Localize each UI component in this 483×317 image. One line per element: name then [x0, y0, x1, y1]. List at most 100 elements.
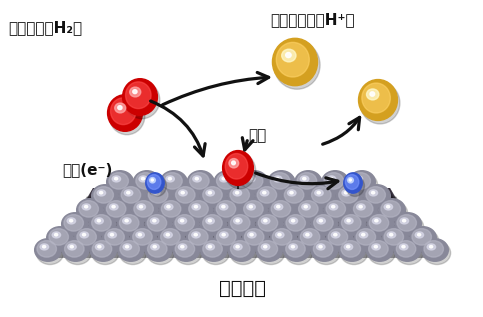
Ellipse shape: [133, 90, 137, 94]
Ellipse shape: [243, 173, 263, 189]
Polygon shape: [50, 239, 433, 249]
Ellipse shape: [326, 201, 353, 224]
Ellipse shape: [367, 239, 393, 261]
Ellipse shape: [327, 176, 336, 182]
Ellipse shape: [244, 229, 264, 245]
Ellipse shape: [394, 239, 421, 261]
Ellipse shape: [350, 173, 378, 197]
Ellipse shape: [397, 241, 416, 257]
Ellipse shape: [132, 230, 159, 253]
Ellipse shape: [43, 245, 46, 248]
Ellipse shape: [230, 242, 257, 265]
Ellipse shape: [396, 242, 423, 265]
Ellipse shape: [270, 173, 297, 197]
Ellipse shape: [272, 38, 317, 86]
Ellipse shape: [272, 230, 299, 253]
Ellipse shape: [304, 205, 307, 208]
Ellipse shape: [99, 191, 103, 194]
Ellipse shape: [347, 219, 350, 222]
Ellipse shape: [412, 230, 439, 253]
Ellipse shape: [64, 242, 91, 265]
Ellipse shape: [356, 204, 365, 210]
Ellipse shape: [367, 89, 379, 100]
Ellipse shape: [91, 216, 118, 239]
Ellipse shape: [134, 201, 154, 217]
Ellipse shape: [225, 153, 248, 179]
Ellipse shape: [232, 161, 235, 165]
Ellipse shape: [273, 176, 282, 182]
Ellipse shape: [242, 199, 268, 221]
Ellipse shape: [369, 216, 396, 239]
Ellipse shape: [74, 227, 101, 249]
Ellipse shape: [67, 218, 75, 224]
Ellipse shape: [344, 173, 362, 193]
Ellipse shape: [264, 245, 267, 248]
Ellipse shape: [236, 219, 239, 222]
Ellipse shape: [295, 171, 322, 193]
Ellipse shape: [147, 241, 167, 257]
Ellipse shape: [77, 199, 103, 221]
Ellipse shape: [300, 229, 320, 245]
Ellipse shape: [79, 201, 99, 217]
Text: 触媒表面: 触媒表面: [218, 279, 266, 298]
Ellipse shape: [133, 201, 160, 224]
Ellipse shape: [255, 185, 282, 207]
Ellipse shape: [256, 187, 284, 210]
Text: 電子(e⁻): 電子(e⁻): [62, 162, 113, 177]
Ellipse shape: [160, 230, 187, 253]
Ellipse shape: [322, 171, 348, 193]
Ellipse shape: [83, 234, 85, 236]
Ellipse shape: [285, 216, 313, 239]
Ellipse shape: [272, 229, 292, 245]
Ellipse shape: [108, 232, 116, 238]
Ellipse shape: [77, 229, 97, 245]
Ellipse shape: [162, 173, 189, 197]
Ellipse shape: [324, 199, 350, 221]
Ellipse shape: [168, 178, 171, 180]
Ellipse shape: [52, 232, 60, 238]
Ellipse shape: [228, 239, 255, 261]
Ellipse shape: [111, 98, 136, 125]
Ellipse shape: [219, 204, 228, 210]
Ellipse shape: [331, 232, 340, 238]
Ellipse shape: [339, 187, 358, 203]
Ellipse shape: [354, 201, 373, 217]
Ellipse shape: [202, 187, 229, 210]
Ellipse shape: [374, 245, 377, 248]
Ellipse shape: [274, 204, 283, 210]
Ellipse shape: [234, 218, 242, 224]
Ellipse shape: [137, 204, 145, 210]
Ellipse shape: [424, 242, 451, 265]
Ellipse shape: [78, 201, 106, 224]
Ellipse shape: [234, 244, 242, 250]
Ellipse shape: [241, 171, 268, 193]
Ellipse shape: [161, 229, 180, 245]
Ellipse shape: [126, 245, 128, 248]
Ellipse shape: [230, 241, 250, 257]
Ellipse shape: [147, 175, 161, 190]
Ellipse shape: [200, 185, 227, 207]
Ellipse shape: [362, 234, 365, 236]
Ellipse shape: [108, 173, 136, 197]
Ellipse shape: [371, 191, 375, 194]
Ellipse shape: [368, 242, 396, 265]
Ellipse shape: [228, 213, 255, 235]
Ellipse shape: [338, 187, 366, 210]
Ellipse shape: [85, 205, 88, 208]
Ellipse shape: [152, 190, 160, 196]
Ellipse shape: [187, 171, 214, 193]
Ellipse shape: [299, 230, 327, 253]
Ellipse shape: [356, 178, 360, 180]
Ellipse shape: [70, 245, 73, 248]
Ellipse shape: [397, 216, 424, 239]
Ellipse shape: [202, 242, 229, 265]
Ellipse shape: [326, 201, 345, 217]
Ellipse shape: [264, 219, 267, 222]
Ellipse shape: [190, 173, 209, 189]
Ellipse shape: [131, 199, 158, 221]
Ellipse shape: [114, 178, 118, 180]
Ellipse shape: [118, 106, 122, 110]
Ellipse shape: [422, 239, 448, 261]
Ellipse shape: [119, 215, 139, 231]
Ellipse shape: [270, 201, 298, 224]
